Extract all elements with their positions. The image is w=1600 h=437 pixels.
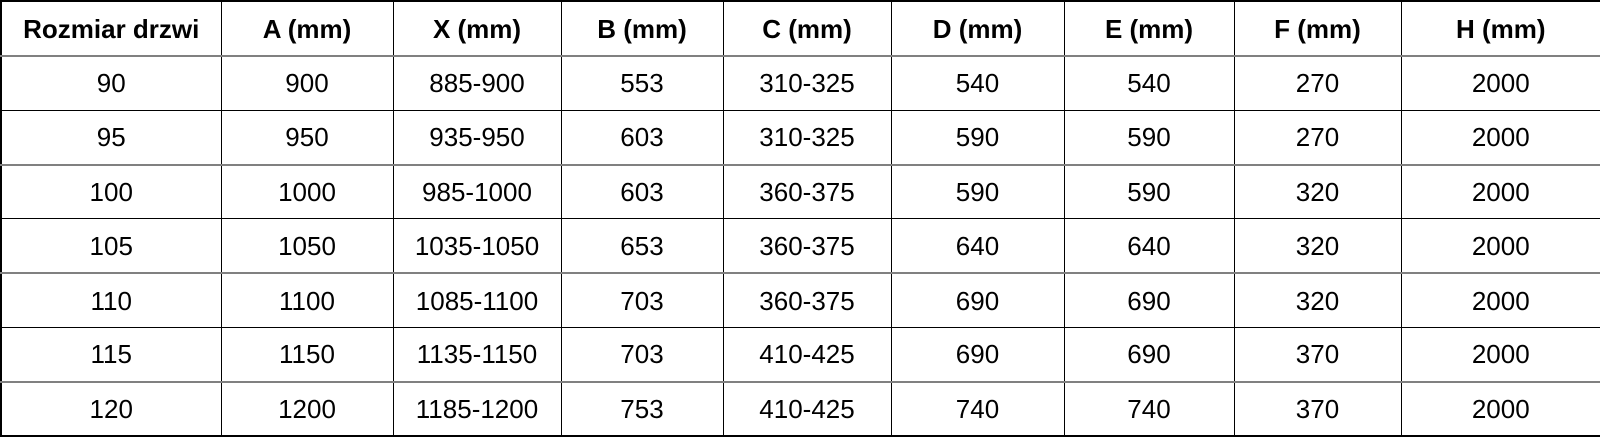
table-cell: 90 (0, 56, 222, 111)
table-cell: 270 (1233, 56, 1402, 111)
table-cell: 95 (0, 110, 222, 165)
table-cell: 900 (220, 56, 394, 111)
table-cell: 100 (0, 164, 222, 219)
table-cell: 410-425 (722, 381, 892, 436)
table-cell: 1150 (220, 327, 394, 382)
table-cell: 2000 (1400, 273, 1600, 328)
table-cell: 590 (890, 110, 1065, 165)
table-cell: 985-1000 (392, 164, 562, 219)
table-cell: 1000 (220, 164, 394, 219)
column-header-b-mm: B (mm) (560, 1, 724, 56)
table-cell: 115 (0, 327, 222, 382)
table-cell: 590 (890, 164, 1065, 219)
table-cell: 310-325 (722, 56, 892, 111)
table-cell: 603 (560, 164, 724, 219)
table-cell: 1035-1050 (392, 218, 562, 274)
table-cell: 110 (0, 273, 222, 328)
table-cell: 410-425 (722, 327, 892, 382)
table-cell: 370 (1233, 327, 1402, 382)
table-cell: 2000 (1400, 327, 1600, 382)
table-cell: 320 (1233, 273, 1402, 328)
table-cell: 310-325 (722, 110, 892, 165)
table-cell: 1200 (220, 381, 394, 436)
table-cell: 690 (1063, 327, 1235, 382)
table-cell: 105 (0, 218, 222, 274)
table-cell: 690 (890, 273, 1065, 328)
header-row: Rozmiar drzwi A (mm) X (mm) B (mm) C (mm… (0, 1, 1600, 56)
table-cell: 360-375 (722, 164, 892, 219)
column-header-rozmiar-drzwi: Rozmiar drzwi (0, 1, 222, 56)
table-cell: 950 (220, 110, 394, 165)
table-cell: 640 (1063, 218, 1235, 274)
table-cell: 753 (560, 381, 724, 436)
table-cell: 690 (1063, 273, 1235, 328)
table-cell: 690 (890, 327, 1065, 382)
table-cell: 703 (560, 327, 724, 382)
table-cell: 885-900 (392, 56, 562, 111)
table-cell: 2000 (1400, 110, 1600, 165)
table-cell: 553 (560, 56, 724, 111)
table-cell: 370 (1233, 381, 1402, 436)
column-header-c-mm: C (mm) (722, 1, 892, 56)
table-cell: 740 (1063, 381, 1235, 436)
table-row-size-100: 100 1000 985-1000 603 360-375 590 590 32… (0, 164, 1600, 219)
table-cell: 2000 (1400, 218, 1600, 274)
table-cell: 1185-1200 (392, 381, 562, 436)
table-cell: 2000 (1400, 381, 1600, 436)
table-cell: 1050 (220, 218, 394, 274)
table-cell: 540 (890, 56, 1065, 111)
table-cell: 703 (560, 273, 724, 328)
table-row-size-120: 120 1200 1185-1200 753 410-425 740 740 3… (0, 381, 1600, 436)
table-row-size-115: 115 1150 1135-1150 703 410-425 690 690 3… (0, 327, 1600, 382)
table-cell: 2000 (1400, 56, 1600, 111)
table-cell: 540 (1063, 56, 1235, 111)
table-row-size-110: 110 1100 1085-1100 703 360-375 690 690 3… (0, 273, 1600, 328)
table-cell: 740 (890, 381, 1065, 436)
table-row-size-105: 105 1050 1035-1050 653 360-375 640 640 3… (0, 218, 1600, 274)
column-header-e-mm: E (mm) (1063, 1, 1235, 56)
table-cell: 120 (0, 381, 222, 436)
table-cell: 590 (1063, 110, 1235, 165)
table-cell: 2000 (1400, 164, 1600, 219)
table-cell: 1085-1100 (392, 273, 562, 328)
table-cell: 640 (890, 218, 1065, 274)
column-header-f-mm: F (mm) (1233, 1, 1402, 56)
table-cell: 603 (560, 110, 724, 165)
table-cell: 320 (1233, 164, 1402, 219)
column-header-x-mm: X (mm) (392, 1, 562, 56)
table-cell: 270 (1233, 110, 1402, 165)
column-header-h-mm: H (mm) (1400, 1, 1600, 56)
table-row-size-90: 90 900 885-900 553 310-325 540 540 270 2… (0, 56, 1600, 111)
table-cell: 360-375 (722, 273, 892, 328)
column-header-d-mm: D (mm) (890, 1, 1065, 56)
table-cell: 653 (560, 218, 724, 274)
table-cell: 1100 (220, 273, 394, 328)
table-cell: 1135-1150 (392, 327, 562, 382)
table-cell: 590 (1063, 164, 1235, 219)
column-header-a-mm: A (mm) (220, 1, 394, 56)
table-cell: 935-950 (392, 110, 562, 165)
table-cell: 360-375 (722, 218, 892, 274)
table-cell: 320 (1233, 218, 1402, 274)
table-row-size-95: 95 950 935-950 603 310-325 590 590 270 2… (0, 110, 1600, 165)
